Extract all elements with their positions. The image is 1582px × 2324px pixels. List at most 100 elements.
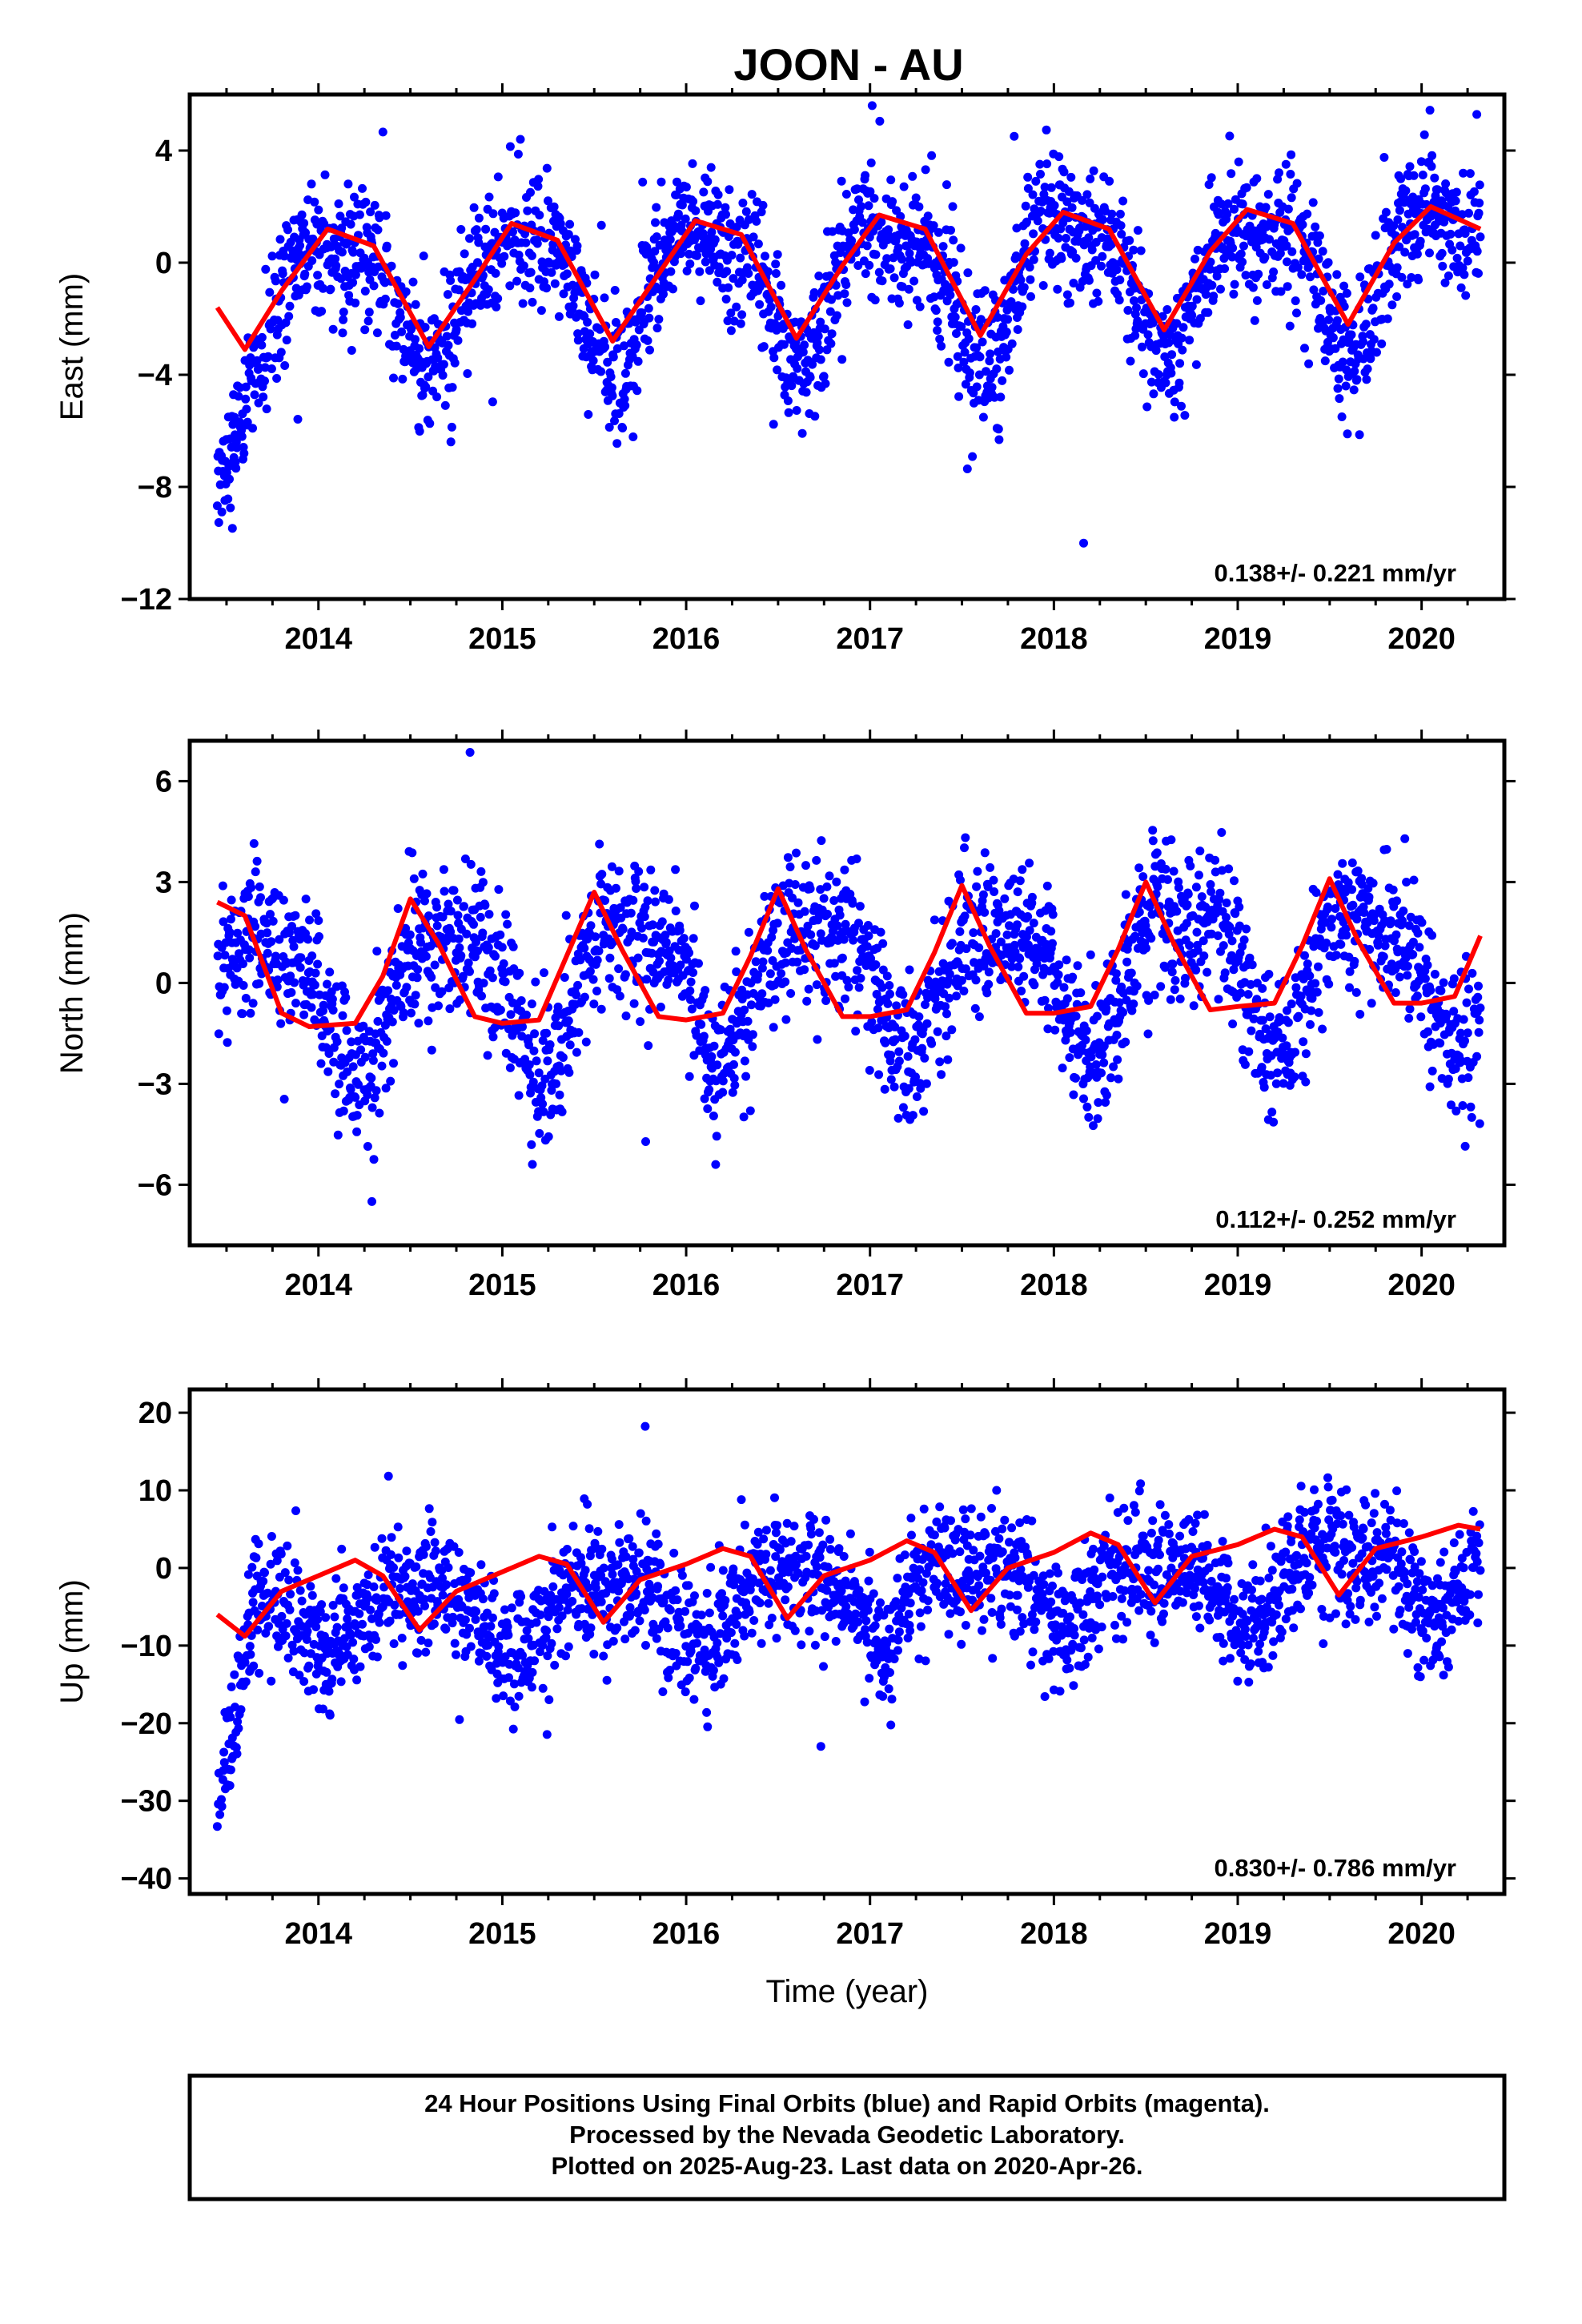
data-point [1311, 222, 1320, 231]
data-point [350, 192, 359, 202]
data-point [652, 203, 661, 212]
data-point [600, 342, 610, 352]
data-point [1456, 1028, 1465, 1038]
data-point [508, 942, 518, 951]
data-point [331, 254, 340, 263]
data-point [584, 410, 593, 419]
data-point [279, 251, 289, 261]
data-point [1463, 1028, 1472, 1038]
data-point [260, 1568, 269, 1578]
data-point [1315, 231, 1324, 240]
data-point [664, 895, 673, 904]
data-point [953, 352, 962, 361]
data-point [1436, 986, 1446, 995]
data-point [826, 339, 836, 348]
data-point [1203, 967, 1212, 977]
data-point [324, 1687, 334, 1696]
data-point [1172, 319, 1182, 328]
data-point [1458, 1101, 1468, 1110]
data-point [1435, 1039, 1445, 1048]
data-point [695, 267, 705, 276]
data-point [219, 1758, 229, 1767]
data-point [1029, 229, 1038, 239]
data-point [523, 206, 532, 215]
data-point [1228, 243, 1238, 253]
data-point [295, 935, 305, 944]
data-point [1230, 204, 1239, 214]
data-point [1132, 303, 1141, 312]
data-point [239, 981, 248, 990]
data-point [233, 1717, 243, 1727]
data-point [255, 882, 264, 891]
data-point [1316, 296, 1326, 305]
data-point [1133, 226, 1142, 235]
data-point [1225, 131, 1235, 141]
data-point [723, 316, 733, 326]
data-point [1392, 292, 1402, 301]
x-tick-label: 2016 [652, 622, 721, 656]
data-point [320, 170, 330, 179]
data-point [805, 372, 815, 382]
data-point [945, 969, 954, 979]
data-point [899, 182, 909, 191]
data-point [751, 957, 761, 967]
data-point [785, 862, 795, 871]
data-point [1013, 920, 1022, 930]
data-point [363, 1570, 373, 1579]
data-point [1452, 1106, 1461, 1116]
data-point [290, 1558, 299, 1567]
data-point [1415, 943, 1424, 952]
data-point [743, 1016, 753, 1026]
data-point [1053, 284, 1062, 294]
data-point [1225, 923, 1235, 931]
data-point [420, 896, 429, 906]
data-point [1117, 229, 1126, 239]
data-point [760, 891, 769, 901]
data-point [1231, 909, 1240, 919]
data-point [456, 225, 466, 234]
data-point [253, 1625, 263, 1634]
data-point [710, 235, 720, 244]
data-point [370, 1093, 379, 1103]
data-point [527, 251, 536, 260]
data-point [476, 866, 486, 876]
y-tick-label: 3 [155, 866, 172, 899]
data-point [1169, 866, 1178, 876]
data-point [948, 202, 958, 211]
data-point [1092, 288, 1102, 298]
data-point [1078, 195, 1087, 205]
y-tick-label: 0 [155, 247, 172, 280]
data-point [311, 1669, 321, 1679]
data-point [1387, 300, 1397, 310]
data-point [1091, 1060, 1101, 1069]
data-point [1025, 926, 1034, 935]
data-point [885, 264, 895, 274]
data-point [398, 374, 408, 384]
data-point [1367, 999, 1376, 1008]
data-point [871, 960, 881, 970]
data-point [837, 176, 846, 186]
data-point [871, 250, 881, 259]
data-point [225, 474, 234, 484]
data-point [263, 1588, 272, 1598]
x-tick-label: 2015 [468, 622, 536, 656]
data-point [397, 327, 407, 336]
data-point [447, 422, 456, 432]
data-point [446, 437, 456, 447]
data-point [1099, 1058, 1109, 1068]
data-point [360, 287, 370, 296]
data-point [832, 311, 841, 320]
data-point [526, 187, 535, 197]
data-point [231, 1743, 241, 1752]
data-point [416, 938, 425, 947]
data-point [249, 838, 259, 848]
data-point [1423, 1027, 1433, 1036]
data-point [978, 337, 987, 347]
data-point [1343, 429, 1352, 439]
data-point [1086, 174, 1095, 183]
data-point [227, 895, 236, 905]
data-point [637, 308, 646, 317]
data-point [1045, 248, 1054, 258]
data-point [1472, 1051, 1482, 1061]
data-point [544, 1132, 553, 1141]
